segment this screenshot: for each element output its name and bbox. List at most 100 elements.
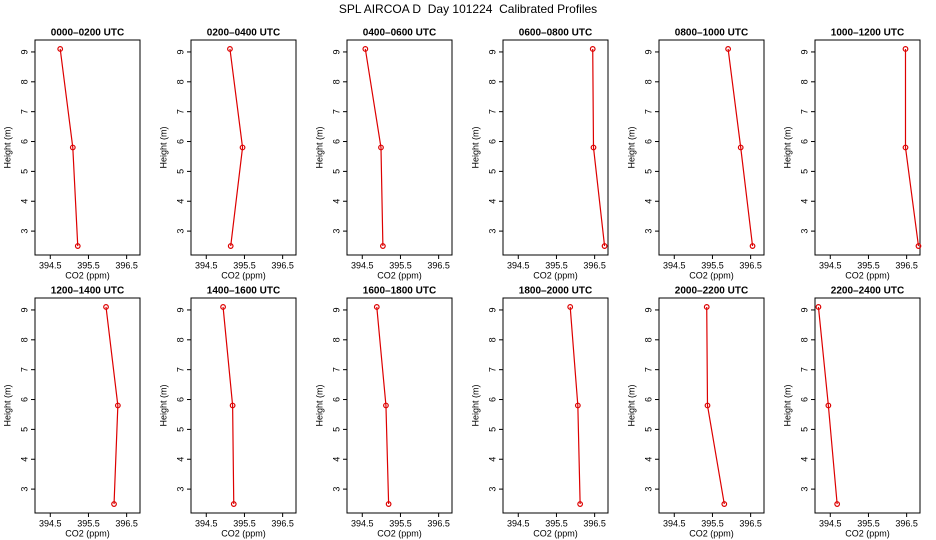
y-tick-label: 4 xyxy=(487,199,497,204)
x-tick-label: 394.5 xyxy=(663,260,686,270)
y-tick-label: 9 xyxy=(19,307,29,312)
data-point xyxy=(601,243,608,249)
data-point xyxy=(74,243,81,249)
profile-line xyxy=(817,306,838,505)
y-tick-label: 4 xyxy=(643,199,653,204)
y-tick-label: 6 xyxy=(799,397,809,402)
y-tick-label: 8 xyxy=(487,337,497,342)
x-tick-label: 395.5 xyxy=(857,260,880,270)
data-point xyxy=(902,46,909,52)
x-axis-label: CO2 (ppm) xyxy=(845,528,890,538)
y-tick-label: 9 xyxy=(331,49,341,54)
plot-frame xyxy=(502,39,609,256)
y-tick-label: 9 xyxy=(175,49,185,54)
y-tick-label: 4 xyxy=(799,457,809,462)
panel-title: 0200–0400 UTC xyxy=(207,28,280,39)
y-axis-label: Height (m) xyxy=(626,126,636,168)
plot-frame xyxy=(346,297,453,514)
y-tick-label: 9 xyxy=(799,307,809,312)
y-tick-label: 7 xyxy=(799,367,809,372)
y-tick-label: 3 xyxy=(19,487,29,492)
y-tick-label: 6 xyxy=(175,139,185,144)
profile-line xyxy=(706,306,725,505)
y-axis-label: Height (m) xyxy=(782,384,792,426)
profile-line xyxy=(222,306,235,505)
data-point xyxy=(721,501,728,507)
x-axis-label: CO2 (ppm) xyxy=(221,528,266,538)
x-axis-label: CO2 (ppm) xyxy=(377,270,422,280)
y-tick-label: 3 xyxy=(175,229,185,234)
data-point xyxy=(385,501,392,507)
panel: 2000–2200 UTC 394.5 395.5 396.5 3 4 5 6 7 8 9 CO2 (… xyxy=(626,286,765,538)
x-tick-label: 394.5 xyxy=(507,518,530,528)
x-tick-label: 395.5 xyxy=(545,518,568,528)
x-tick-label: 394.5 xyxy=(663,518,686,528)
panel-title: 2200–2400 UTC xyxy=(831,286,904,297)
x-axis-label: CO2 (ppm) xyxy=(689,270,734,280)
y-tick-label: 6 xyxy=(331,139,341,144)
y-tick-label: 7 xyxy=(643,367,653,372)
data-point xyxy=(362,46,369,52)
x-axis-label: CO2 (ppm) xyxy=(65,270,110,280)
y-tick-label: 6 xyxy=(643,139,653,144)
y-axis-label: Height (m) xyxy=(314,384,324,426)
plot-frame xyxy=(658,39,765,256)
panel: 0000–0200 UTC 394.5 395.5 396.5 3 4 5 6 7 8 9 CO2 (… xyxy=(2,28,141,280)
x-tick-label: 396.5 xyxy=(271,518,294,528)
y-tick-label: 6 xyxy=(799,139,809,144)
data-point xyxy=(703,304,710,310)
x-tick-label: 396.5 xyxy=(895,260,918,270)
y-tick-label: 9 xyxy=(331,307,341,312)
x-tick-label: 396.5 xyxy=(427,260,450,270)
plot-frame xyxy=(190,39,297,256)
y-tick-label: 7 xyxy=(799,109,809,114)
panel: 2200–2400 UTC 394.5 395.5 396.5 3 4 5 6 7 8 9 CO2 (… xyxy=(782,286,921,538)
x-axis-label: CO2 (ppm) xyxy=(689,528,734,538)
y-tick-label: 9 xyxy=(643,307,653,312)
data-point xyxy=(834,501,841,507)
y-tick-label: 5 xyxy=(19,169,29,174)
panel: 1400–1600 UTC 394.5 395.5 396.5 3 4 5 6 7 8 9 CO2 (… xyxy=(158,286,297,538)
y-tick-label: 8 xyxy=(175,337,185,342)
y-tick-label: 4 xyxy=(799,199,809,204)
plot-frame xyxy=(34,39,141,256)
y-axis-label: Height (m) xyxy=(470,126,480,168)
x-tick-label: 394.5 xyxy=(507,260,530,270)
x-axis-label: CO2 (ppm) xyxy=(533,270,578,280)
x-tick-label: 395.5 xyxy=(77,518,100,528)
data-point xyxy=(227,46,233,52)
y-tick-label: 8 xyxy=(643,79,653,84)
profile-line xyxy=(229,48,244,247)
y-tick-label: 4 xyxy=(331,457,341,462)
x-tick-label: 395.5 xyxy=(857,518,880,528)
data-point xyxy=(915,243,922,249)
y-tick-label: 6 xyxy=(331,397,341,402)
x-tick-label: 395.5 xyxy=(389,518,412,528)
plot-frame xyxy=(346,39,453,256)
y-axis-label: Height (m) xyxy=(2,384,12,426)
y-tick-label: 7 xyxy=(487,109,497,114)
panel-title: 0800–1000 UTC xyxy=(675,28,748,39)
panel: 0200–0400 UTC 394.5 395.5 396.5 3 4 5 6 7 8 9 CO2 (… xyxy=(158,28,297,280)
y-tick-label: 7 xyxy=(487,367,497,372)
data-point xyxy=(577,501,584,507)
profile-line xyxy=(569,306,581,505)
y-tick-label: 8 xyxy=(331,79,341,84)
y-tick-label: 9 xyxy=(643,49,653,54)
x-tick-label: 395.5 xyxy=(233,518,256,528)
data-point xyxy=(567,304,574,310)
y-tick-label: 9 xyxy=(799,49,809,54)
page-title: SPL AIRCOA D Day 101224 Calibrated Profi… xyxy=(339,2,597,16)
x-axis-label: CO2 (ppm) xyxy=(377,528,422,538)
panel-title: 0400–0600 UTC xyxy=(363,28,436,39)
y-axis-label: Height (m) xyxy=(626,384,636,426)
y-tick-label: 4 xyxy=(487,457,497,462)
data-point xyxy=(111,501,117,507)
y-tick-label: 3 xyxy=(643,487,653,492)
y-tick-label: 3 xyxy=(643,229,653,234)
y-tick-label: 9 xyxy=(487,49,497,54)
plot-frame xyxy=(814,297,921,514)
panel-title: 2000–2200 UTC xyxy=(675,286,748,297)
data-point xyxy=(737,144,744,151)
